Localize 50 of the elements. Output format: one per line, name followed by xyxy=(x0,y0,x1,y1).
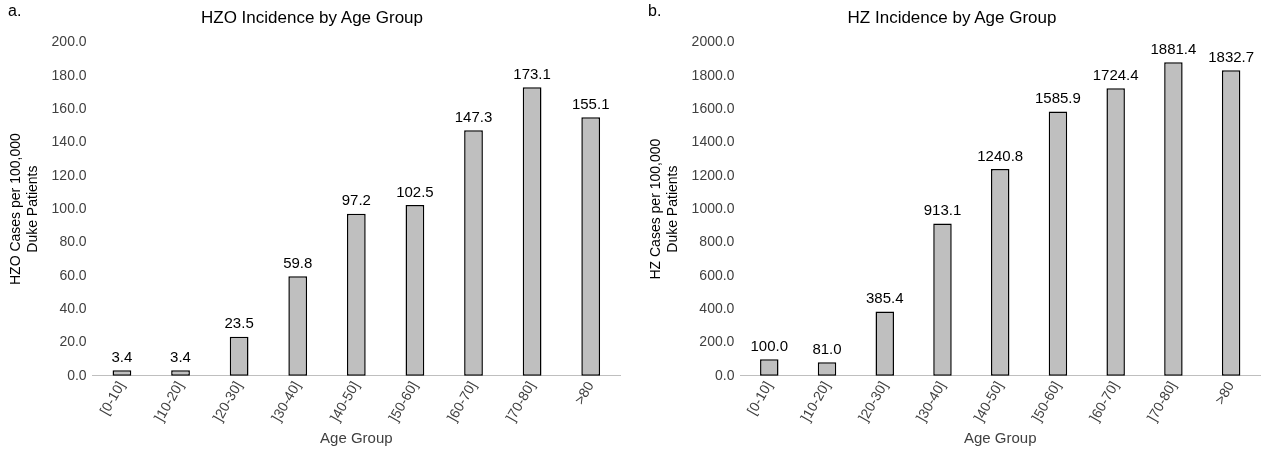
data-label: 97.2 xyxy=(341,191,371,209)
y-tick-label: 20.0 xyxy=(59,333,87,350)
y-tick-label: 100.0 xyxy=(51,199,87,216)
y-tick-label: 80.0 xyxy=(59,233,87,250)
data-label: 385.4 xyxy=(865,289,904,307)
y-tick-label: 1800.0 xyxy=(691,66,735,83)
data-label: 3.4 xyxy=(170,347,191,365)
data-label: 173.1 xyxy=(513,64,551,82)
y-tick-label: 600.0 xyxy=(699,266,735,283)
y-tick-label: 0.0 xyxy=(67,366,87,383)
data-label: 100.0 xyxy=(750,336,789,354)
data-label: 3.4 xyxy=(111,347,133,365)
y-tick-label: 1200.0 xyxy=(691,166,735,183)
chart-title: HZO Incidence by Age Group xyxy=(200,7,424,27)
x-axis-title: Age Group xyxy=(320,429,393,447)
data-label: 81.0 xyxy=(812,339,842,357)
data-label: 1585.9 xyxy=(1035,89,1081,107)
x-tick-label: >80 xyxy=(1211,378,1238,408)
data-label: 1881.4 xyxy=(1150,39,1197,57)
y-tick-label: 40.0 xyxy=(59,300,87,317)
x-tick-label: >80 xyxy=(570,378,597,408)
y-tick-label: 60.0 xyxy=(59,266,87,283)
y-tick-label: 160.0 xyxy=(51,99,87,116)
y-tick-label: 120.0 xyxy=(51,166,87,183)
y-tick-label: 200.0 xyxy=(699,333,735,350)
y-tick-label: 1000.0 xyxy=(691,199,735,216)
data-label: 23.5 xyxy=(224,314,254,332)
text: a. xyxy=(8,2,22,20)
y-tick-label: 140.0 xyxy=(51,133,87,150)
chart-title: HZ Incidence by Age Group xyxy=(847,7,1057,27)
y-tick-label: 180.0 xyxy=(51,66,87,83)
x-axis-title: Age Group xyxy=(963,429,1037,447)
data-label: 59.8 xyxy=(283,253,313,271)
y-tick-label: 200.0 xyxy=(51,33,87,50)
y-tick-label: 1400.0 xyxy=(691,133,735,150)
y-axis-title: HZ Cases per 100,000 Duke Patients xyxy=(647,138,681,280)
y-tick-label: 800.0 xyxy=(699,233,735,250)
y-tick-label: 1600.0 xyxy=(691,99,735,116)
text: b. xyxy=(648,2,662,20)
data-label: 1240.8 xyxy=(977,146,1024,164)
data-label: 1724.4 xyxy=(1092,65,1139,83)
data-label: 147.3 xyxy=(454,107,493,125)
y-axis-title: HZO Cases per 100,000 Duke Patients xyxy=(7,133,41,285)
data-label: 102.5 xyxy=(396,182,434,200)
data-label: 155.1 xyxy=(571,94,610,112)
y-tick-label: 400.0 xyxy=(699,300,735,317)
data-label: 913.1 xyxy=(923,201,962,219)
y-tick-label: 2000.0 xyxy=(691,33,735,50)
data-label: 1832.7 xyxy=(1208,47,1255,65)
y-tick-label: 0.0 xyxy=(714,366,735,383)
